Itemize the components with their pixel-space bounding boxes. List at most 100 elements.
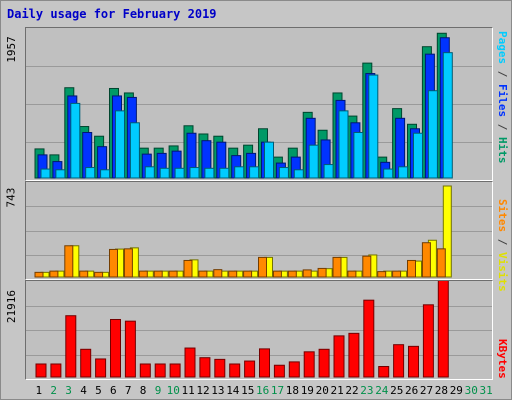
chart-title: Daily usage for February 2019 xyxy=(7,7,217,21)
kbytes-bar-day-11 xyxy=(184,347,196,378)
sites-bar-day-18 xyxy=(287,270,297,278)
pages-bar-day-13 xyxy=(219,167,230,179)
x-tick-day-7: 7 xyxy=(124,384,132,397)
pages-bar-day-16 xyxy=(264,141,274,179)
pages-bar-day-26 xyxy=(413,132,423,179)
sites-bar-day-11 xyxy=(183,259,193,278)
kbytes-bar-day-15 xyxy=(244,360,256,378)
sites-bar-day-24 xyxy=(377,271,387,278)
kbytes-bar-day-9 xyxy=(154,363,166,378)
sites-bar-day-10 xyxy=(168,270,178,278)
visits-bar-day-28 xyxy=(442,185,452,278)
x-tick-day-19: 19 xyxy=(300,384,314,397)
pages-bar-day-25 xyxy=(398,166,409,179)
sites-bar-day-8 xyxy=(138,270,148,278)
sites-bar-day-12 xyxy=(198,270,208,278)
pages-bar-day-21 xyxy=(338,110,349,179)
x-axis-day-labels: 1 2 3 4 5 6 7 8 9 10 11 12 13 14 15 16 17 18 19 20 21 22 23 24 2… xyxy=(25,381,493,397)
sites-bar-day-20 xyxy=(317,267,327,278)
x-tick-day-28: 28 xyxy=(434,384,449,397)
pages-bar-day-11 xyxy=(189,167,200,179)
pages-bar-day-2 xyxy=(55,169,66,179)
kbytes-bar-day-28 xyxy=(437,281,449,378)
legend-pages: Pages xyxy=(496,31,509,65)
kbytes-bar-day-1 xyxy=(35,363,47,378)
kbytes-bar-day-8 xyxy=(139,363,151,378)
sites-bar-day-28 xyxy=(436,248,446,278)
x-tick-day-13: 13 xyxy=(211,384,225,397)
sites-bar-day-26 xyxy=(407,259,416,278)
pages-bar-day-7 xyxy=(129,122,140,179)
legend-visits: Visits xyxy=(496,252,509,292)
x-tick-day-26: 26 xyxy=(405,384,419,397)
x-tick-day-12: 12 xyxy=(196,384,210,397)
visits-sites-plot xyxy=(26,185,492,278)
x-tick-day-20: 20 xyxy=(315,384,329,397)
kbytes-bar-day-20 xyxy=(318,348,330,378)
kbytes-bar-day-18 xyxy=(288,361,300,378)
pages-files-hits-label: Pages / Files / Hits xyxy=(496,31,509,164)
sites-bar-day-15 xyxy=(243,270,253,278)
sites-bar-day-27 xyxy=(421,242,431,278)
pages-bar-day-23 xyxy=(368,74,379,179)
sites-bar-day-21 xyxy=(332,256,342,278)
x-tick-day-24: 24 xyxy=(375,384,389,397)
kbytes-bar-day-13 xyxy=(214,358,226,378)
pages-bar-day-12 xyxy=(204,167,215,179)
x-tick-day-11: 11 xyxy=(181,384,195,397)
x-tick-day-29: 29 xyxy=(449,384,463,397)
sites-bar-day-2 xyxy=(49,270,59,278)
x-tick-day-30: 30 xyxy=(464,384,478,397)
kbytes-bar-day-23 xyxy=(363,299,375,378)
pages-bar-day-22 xyxy=(353,131,364,179)
x-tick-day-1: 1 xyxy=(35,384,43,397)
kbytes-bar-day-7 xyxy=(124,320,136,378)
x-tick-day-5: 5 xyxy=(95,384,102,397)
x-tick-day-31: 31 xyxy=(479,384,493,397)
pages-bar-day-8 xyxy=(144,166,155,179)
x-tick-day-3: 3 xyxy=(65,384,72,397)
kbytes-bar-day-14 xyxy=(229,363,241,378)
kbytes-bar-day-5 xyxy=(95,358,107,378)
kbytes-bar-day-12 xyxy=(199,357,211,378)
hits-files-pages-panel xyxy=(25,27,493,181)
x-tick-day-18: 18 xyxy=(285,384,300,397)
kbytes-bar-day-21 xyxy=(333,335,345,378)
sites-bar-day-7 xyxy=(123,248,133,278)
pages-bar-day-15 xyxy=(249,166,260,179)
kbytes-plot xyxy=(26,281,492,378)
pages-bar-day-14 xyxy=(234,166,245,179)
kbytes-bar-day-4 xyxy=(80,348,92,378)
x-tick-day-21: 21 xyxy=(330,384,344,397)
label-separator: / xyxy=(496,64,509,84)
sites-bar-day-19 xyxy=(302,269,312,278)
pages-bar-day-27 xyxy=(427,90,438,179)
pages-bar-day-10 xyxy=(174,167,185,179)
x-tick-day-27: 27 xyxy=(419,384,434,397)
sites-bar-day-14 xyxy=(228,270,238,278)
sites-bar-day-16 xyxy=(258,256,267,278)
sites-bar-day-22 xyxy=(347,270,357,278)
sites-bar-day-17 xyxy=(272,270,282,278)
kbytes-bar-day-19 xyxy=(303,351,315,378)
x-tick-day-25: 25 xyxy=(390,384,404,397)
kbytes-ymax-label: 21916 xyxy=(4,289,18,323)
pages-bar-day-9 xyxy=(159,167,170,179)
kbytes-bar-day-25 xyxy=(393,344,405,378)
kbytes-bar-day-26 xyxy=(408,345,419,378)
x-tick-day-8: 8 xyxy=(139,384,147,397)
x-tick-day-17: 17 xyxy=(270,384,285,397)
x-tick-day-16: 16 xyxy=(256,384,270,397)
legend-kbytes: KBytes xyxy=(496,339,509,379)
pages-bar-day-3 xyxy=(70,102,81,179)
kbytes-bar-day-2 xyxy=(50,363,62,378)
legend-sites: Sites xyxy=(496,199,509,233)
kbytes-bar-day-24 xyxy=(378,366,390,378)
sites-bar-day-3 xyxy=(64,245,74,278)
kbytes-bar-day-17 xyxy=(273,364,285,378)
legend-files: Files xyxy=(496,84,509,118)
pages-bar-day-17 xyxy=(278,167,289,179)
sites-bar-day-9 xyxy=(153,270,163,278)
pages-bar-day-28 xyxy=(442,52,453,179)
